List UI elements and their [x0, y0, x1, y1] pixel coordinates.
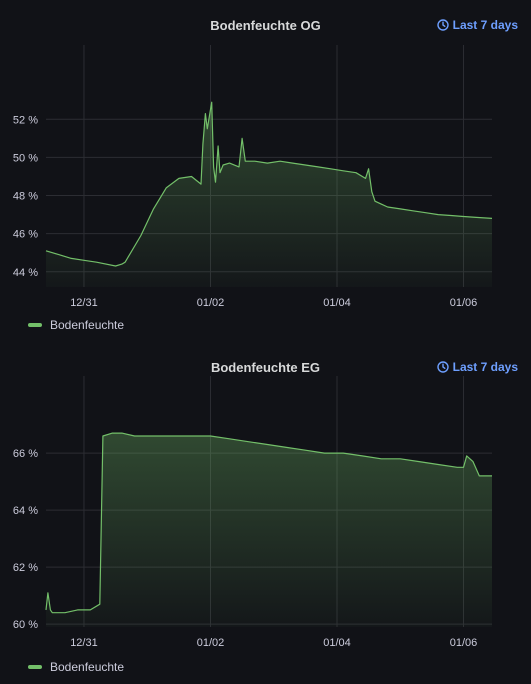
y-tick-label: 60 %: [13, 619, 38, 631]
panel-bodenfeuchte-eg: Bodenfeuchte EG Last 7 days 60 % 62 % 64 %…: [0, 342, 531, 684]
x-tick-label: 01/04: [323, 637, 351, 649]
y-tick-label: 62 %: [13, 562, 38, 574]
x-tick-label: 01/02: [197, 297, 225, 309]
clock-icon: [436, 361, 449, 373]
y-tick-label: 64 %: [13, 505, 38, 517]
y-tick-label: 52 %: [13, 114, 38, 126]
x-tick-label: 01/06: [450, 297, 478, 309]
time-range-button[interactable]: Last 7 days: [436, 18, 518, 32]
panel-bodenfeuchte-og: Bodenfeuchte OG Last 7 days 44 % 46 % 48 %…: [13, 18, 518, 332]
legend-swatch: [28, 323, 42, 327]
x-tick-label: 01/06: [450, 637, 478, 649]
time-range-label: Last 7 days: [452, 18, 518, 32]
y-tick-label: 50 %: [13, 152, 38, 164]
legend-swatch: [28, 665, 42, 669]
x-tick-label: 12/31: [70, 637, 98, 649]
series-line: [45, 101, 493, 267]
x-tick-label: 01/04: [323, 297, 351, 309]
x-tick-label: 01/02: [197, 637, 225, 649]
time-range-button[interactable]: Last 7 days: [436, 360, 518, 374]
chart-bodenfeuchte-og: 44 % 46 % 48 % 50 % 52 % 12/31 01/02 01/04 01/06: [13, 45, 493, 309]
series-line: [45, 432, 492, 614]
y-tick-label: 46 %: [13, 229, 38, 241]
clock-icon: [436, 19, 449, 31]
y-tick-label: 66 %: [13, 448, 38, 460]
legend-item[interactable]: Bodenfeuchte: [28, 318, 124, 332]
panel-title[interactable]: Bodenfeuchte EG: [210, 360, 321, 375]
panel-title[interactable]: Bodenfeuchte OG: [210, 18, 321, 33]
legend-item[interactable]: Bodenfeuchte: [28, 660, 124, 674]
legend-label: Bodenfeuchte: [50, 660, 125, 674]
y-tick-label: 48 %: [13, 191, 38, 203]
x-tick-label: 12/31: [70, 297, 98, 309]
y-tick-label: 44 %: [13, 267, 38, 279]
series-area: [46, 433, 492, 627]
time-range-label: Last 7 days: [452, 360, 518, 374]
series-area: [46, 102, 492, 287]
legend-label: Bodenfeuchte: [50, 318, 125, 332]
chart-bodenfeuchte-eg: 60 % 62 % 64 % 66 % 12/31 01/02 01/04 01/06: [13, 376, 492, 649]
